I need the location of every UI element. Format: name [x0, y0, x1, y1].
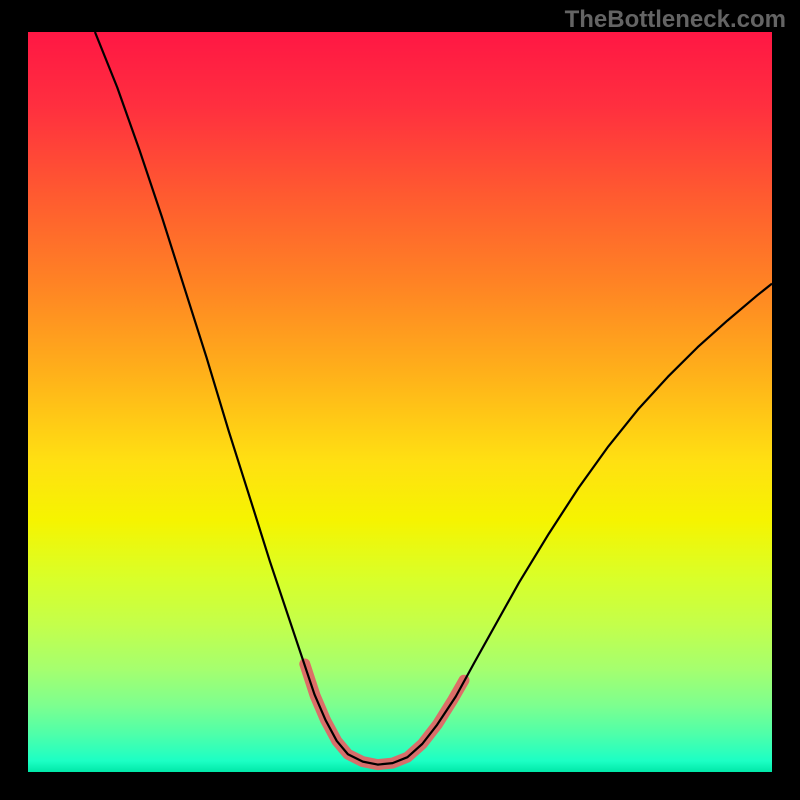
plot-svg [28, 32, 772, 772]
plot-area [28, 32, 772, 772]
gradient-background [28, 32, 772, 772]
watermark-text: TheBottleneck.com [565, 6, 786, 34]
chart-stage: TheBottleneck.com [0, 0, 800, 800]
